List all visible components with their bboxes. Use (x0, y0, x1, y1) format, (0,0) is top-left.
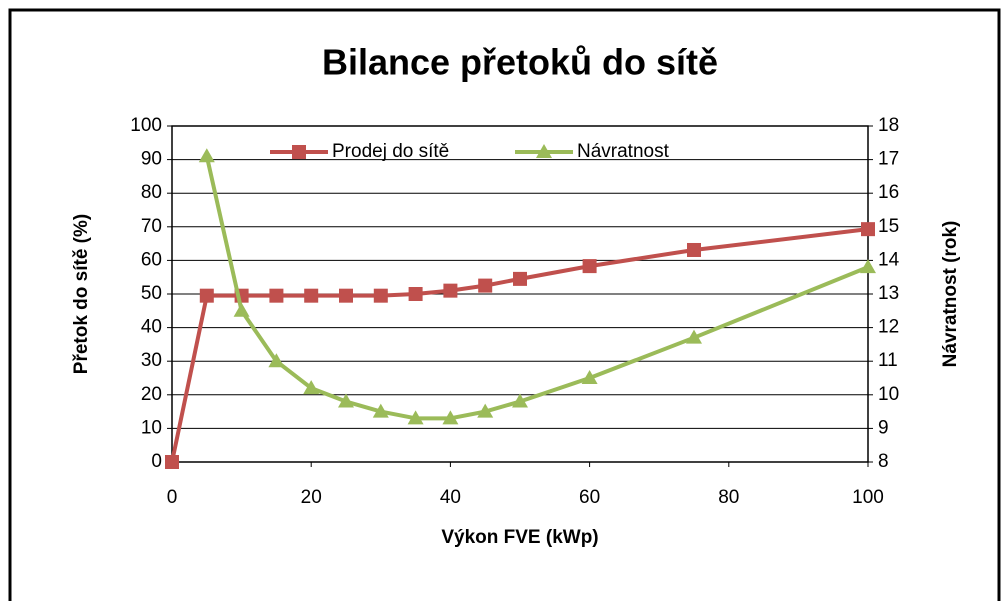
chart-frame (8, 8, 1001, 606)
legend-label: Návratnost (577, 141, 670, 162)
data-point (860, 259, 876, 274)
x-tick-label: 20 (301, 487, 322, 508)
data-point (165, 455, 179, 469)
y2-tick-label: 15 (878, 216, 899, 237)
data-point (582, 259, 597, 274)
y-tick-label: 20 (141, 384, 162, 405)
y2-tick-label: 10 (878, 384, 899, 405)
y-tick-label: 50 (141, 283, 162, 304)
x-tick-label: 60 (579, 487, 600, 508)
y-tick-label: 100 (130, 115, 162, 136)
y-tick-label: 30 (141, 350, 162, 371)
y-tick-label: 60 (141, 249, 162, 270)
x-tick-label: 0 (167, 487, 178, 508)
data-point (443, 283, 458, 298)
data-point (408, 287, 423, 301)
y-tick-label: 40 (141, 317, 162, 338)
data-point (233, 302, 250, 317)
legend-label: Prodej do sítě (332, 141, 449, 162)
y-tick-label: 70 (141, 216, 162, 237)
legend-marker (536, 144, 552, 158)
data-point (198, 148, 215, 163)
y-tick-label: 0 (151, 451, 162, 472)
y2-tick-label: 16 (878, 182, 899, 203)
data-point (686, 329, 702, 344)
legend-marker (292, 145, 306, 159)
data-point (303, 380, 320, 395)
x-tick-label: 80 (718, 487, 739, 508)
y2-tick-label: 17 (878, 149, 899, 170)
data-point (268, 353, 285, 368)
y-tick-label: 10 (141, 417, 162, 438)
y-axis-label: Přetok do sítě (%) (71, 214, 92, 374)
data-point (339, 288, 353, 303)
chart-title: Bilance přetoků do sítě (322, 42, 718, 83)
data-point (372, 403, 389, 418)
data-point (581, 370, 598, 384)
x-tick-label: 100 (852, 487, 884, 508)
data-point (477, 403, 494, 418)
y-tick-label: 90 (141, 149, 162, 170)
y2-tick-label: 14 (878, 249, 900, 270)
data-point (199, 288, 214, 303)
x-axis-label: Výkon FVE (kWp) (441, 527, 598, 548)
plot-area (171, 125, 869, 463)
y2-tick-label: 12 (878, 317, 899, 338)
y2-tick-label: 9 (878, 417, 889, 438)
data-point (861, 222, 875, 237)
y2-tick-label: 13 (878, 283, 899, 304)
data-point (338, 393, 354, 408)
y2-axis-label: Návratnost (rok) (940, 221, 961, 368)
data-point (687, 242, 701, 257)
data-point (478, 278, 493, 293)
data-point (513, 271, 527, 286)
data-point (373, 288, 388, 303)
data-point (442, 410, 459, 425)
y2-tick-label: 8 (878, 451, 889, 472)
data-point (407, 410, 424, 425)
y2-tick-label: 11 (878, 350, 898, 371)
y2-tick-label: 18 (878, 115, 899, 136)
data-point (512, 393, 528, 408)
x-tick-label: 40 (440, 487, 461, 508)
data-point (269, 288, 284, 303)
y-tick-label: 80 (141, 182, 162, 203)
data-point (304, 288, 319, 303)
